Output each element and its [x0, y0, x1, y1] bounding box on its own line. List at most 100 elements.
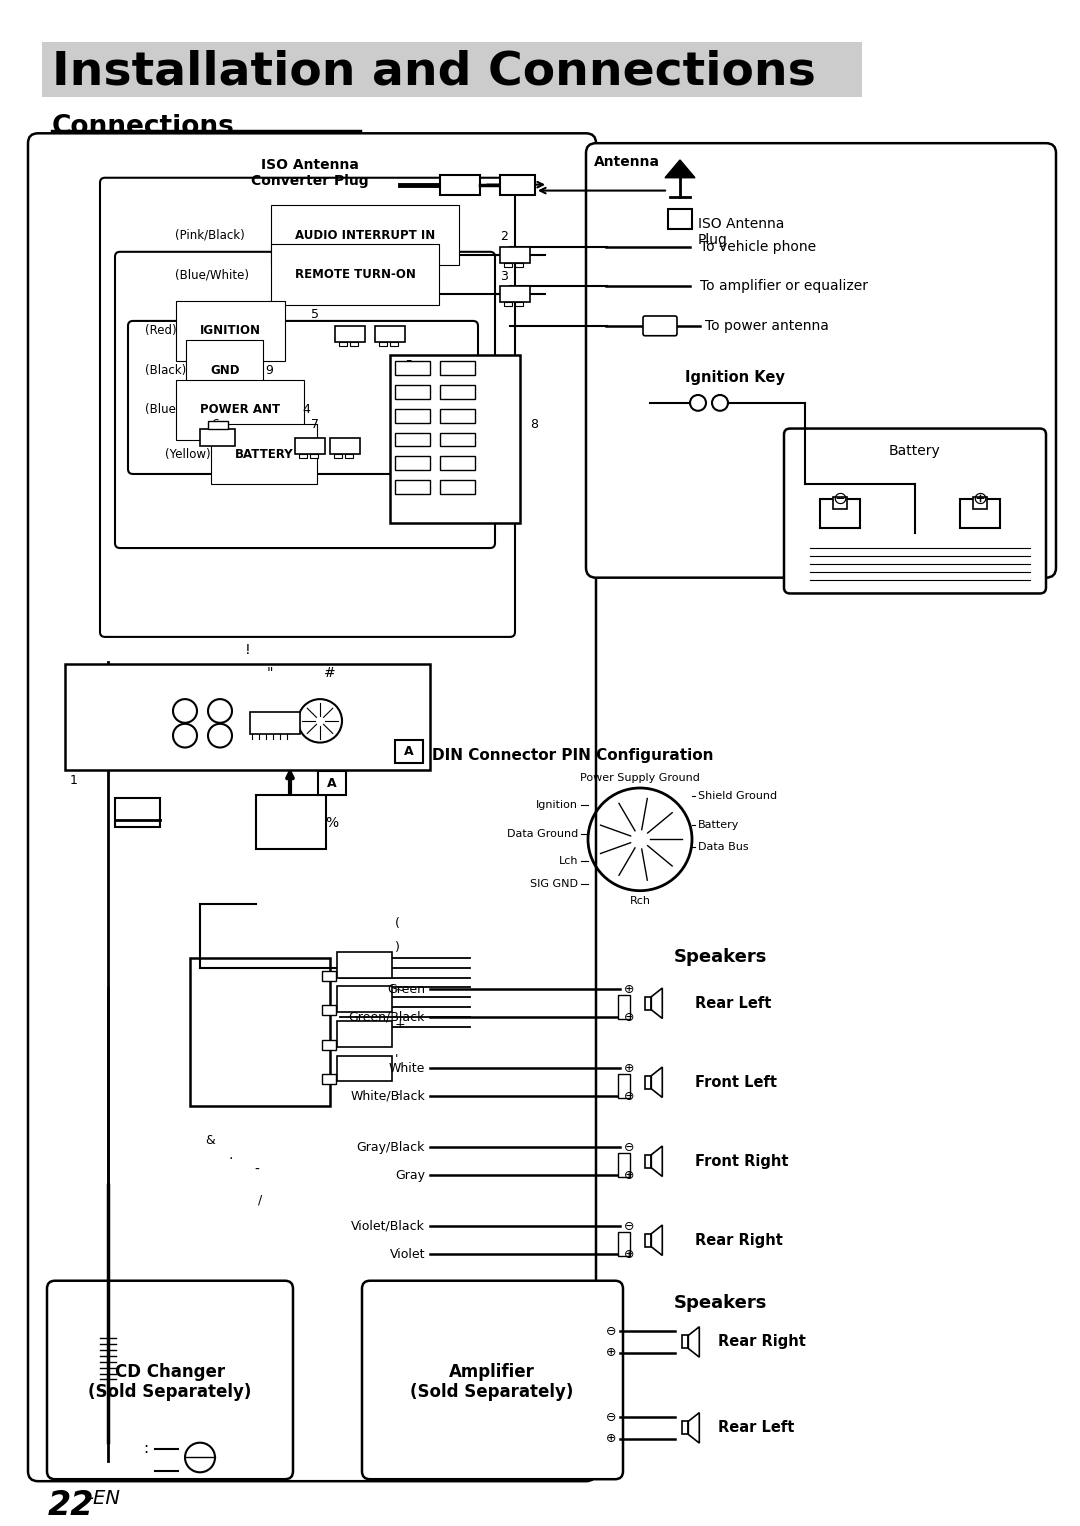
Bar [440, 456, 475, 470]
Text: Speakers: Speakers [673, 1294, 767, 1311]
Bar [500, 287, 530, 302]
Text: Gray: Gray [395, 1169, 426, 1181]
Text: SIG GND: SIG GND [530, 879, 578, 888]
Bar [114, 798, 160, 827]
Text: (Blue): (Blue) [145, 403, 180, 417]
Bar [960, 499, 1000, 528]
Bar [500, 175, 535, 194]
Bar [618, 1074, 630, 1099]
Text: Installation and Connections: Installation and Connections [52, 49, 815, 95]
Text: Rch: Rch [630, 896, 650, 905]
Text: Green: Green [387, 983, 426, 996]
Bar [645, 1076, 651, 1088]
Text: Rear Right: Rear Right [696, 1233, 783, 1248]
Text: 1: 1 [70, 774, 78, 786]
Text: -: - [405, 353, 411, 368]
Text: Gray/Black: Gray/Black [356, 1141, 426, 1154]
Text: 4: 4 [302, 403, 310, 417]
Text: (Red): (Red) [145, 325, 177, 337]
Text: ⊖: ⊖ [606, 1325, 616, 1338]
Bar [330, 438, 360, 455]
Text: ): ) [395, 942, 400, 954]
Text: ⊖: ⊖ [624, 1141, 635, 1154]
Text: ISO Antenna
Converter Plug: ISO Antenna Converter Plug [252, 159, 368, 188]
Text: BATTERY: BATTERY [235, 447, 294, 461]
Text: -: - [254, 1163, 259, 1177]
Bar [208, 421, 228, 429]
Text: A: A [404, 745, 414, 758]
Text: 5: 5 [311, 308, 319, 320]
Bar [310, 455, 318, 458]
FancyBboxPatch shape [586, 143, 1056, 578]
Text: Ignition: Ignition [536, 800, 578, 810]
Text: ⊕: ⊕ [972, 490, 987, 508]
FancyBboxPatch shape [48, 1280, 293, 1479]
Bar [339, 342, 347, 345]
Bar [618, 1154, 630, 1177]
Bar [440, 362, 475, 375]
Text: Violet/Black: Violet/Black [351, 1219, 426, 1233]
Text: +: + [395, 1018, 406, 1032]
Polygon shape [665, 160, 696, 177]
Text: -EN: -EN [86, 1489, 120, 1508]
Text: Ignition Key: Ignition Key [685, 371, 785, 385]
Text: ': ' [395, 1053, 399, 1067]
Text: Data Ground: Data Ground [507, 830, 578, 839]
Bar [395, 479, 430, 494]
Bar [190, 958, 330, 1106]
Bar [618, 995, 630, 1019]
Text: POWER ANT: POWER ANT [200, 403, 280, 417]
FancyBboxPatch shape [28, 133, 596, 1482]
Bar [618, 1233, 630, 1256]
Bar [500, 247, 530, 262]
Text: 8: 8 [530, 418, 538, 432]
Bar [322, 1006, 336, 1015]
Bar [440, 479, 475, 494]
Bar [322, 971, 336, 981]
Text: .: . [228, 1149, 232, 1163]
Text: ⊕: ⊕ [624, 1062, 635, 1074]
Text: 22: 22 [48, 1489, 95, 1521]
Text: Front Left: Front Left [696, 1074, 777, 1090]
Text: &: & [205, 1134, 215, 1148]
Bar [504, 302, 512, 307]
FancyBboxPatch shape [643, 316, 677, 336]
Text: ": " [267, 667, 273, 681]
Bar [322, 1074, 336, 1085]
Text: /: / [258, 1193, 262, 1206]
Text: 6: 6 [211, 418, 219, 432]
Text: Front Right: Front Right [696, 1154, 788, 1169]
Bar [322, 1039, 336, 1050]
Text: To amplifier or equalizer: To amplifier or equalizer [700, 279, 868, 293]
Text: ⊕: ⊕ [624, 1248, 635, 1260]
Bar [440, 385, 475, 398]
Text: CD Changer
(Sold Separately): CD Changer (Sold Separately) [89, 1363, 252, 1401]
Text: ⊖: ⊖ [606, 1410, 616, 1424]
Text: ⊕: ⊕ [624, 1169, 635, 1181]
Bar [973, 496, 987, 508]
Bar [515, 302, 523, 307]
Text: (Pink/Black): (Pink/Black) [175, 229, 245, 241]
Text: -: - [395, 1088, 400, 1100]
FancyBboxPatch shape [100, 177, 515, 636]
Bar [299, 455, 307, 458]
Bar [645, 1233, 651, 1247]
Text: ~: ~ [395, 984, 405, 996]
Text: To power antenna: To power antenna [705, 319, 828, 333]
Text: Amplifier
(Sold Separately): Amplifier (Sold Separately) [410, 1363, 573, 1401]
Text: Violet: Violet [390, 1248, 426, 1260]
Text: ISO Antenna
Plug: ISO Antenna Plug [698, 217, 784, 247]
Text: ⊕: ⊕ [606, 1346, 616, 1360]
Text: #: # [324, 667, 336, 681]
Bar [375, 327, 405, 342]
Bar [681, 1335, 688, 1349]
Text: AUDIO INTERRUPT IN: AUDIO INTERRUPT IN [295, 229, 435, 241]
Bar [65, 664, 430, 771]
Bar [645, 1155, 651, 1167]
Text: 7: 7 [311, 418, 319, 432]
Bar [337, 986, 392, 1012]
Bar [337, 952, 392, 978]
Text: To vehicle phone: To vehicle phone [700, 240, 816, 253]
Bar [256, 795, 326, 848]
Bar [200, 429, 235, 446]
